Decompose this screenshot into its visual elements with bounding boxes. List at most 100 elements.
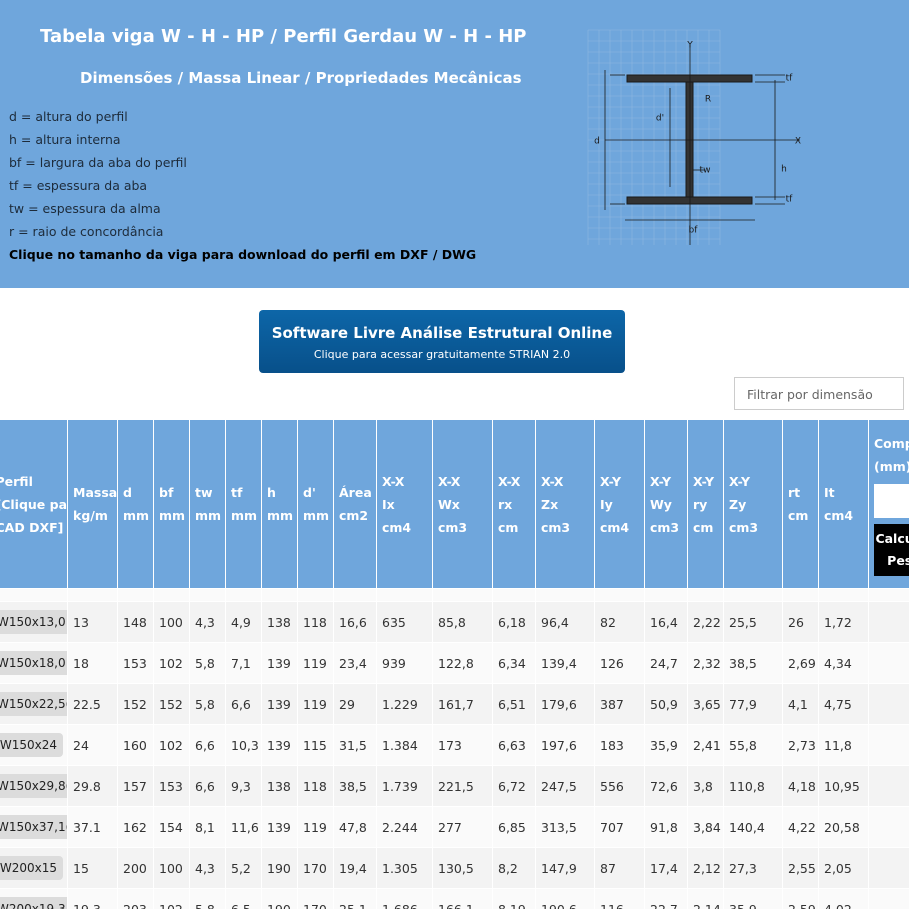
header-line: Wx (438, 496, 460, 512)
column-header: Área cm2 (333, 420, 377, 589)
strian-button[interactable]: Software Livre Análise Estrutural Online… (259, 310, 625, 373)
calc-button-line: Peso (887, 553, 909, 568)
cell (868, 765, 909, 807)
profile-link[interactable]: W200x15 (0, 856, 63, 880)
header-line: X-X (382, 473, 405, 489)
header-line: Iy (600, 496, 613, 512)
cell: 2,12 (687, 847, 724, 889)
column-header: d' mm (297, 420, 334, 589)
column-header: h mm (261, 420, 298, 589)
cell: 247,5 (535, 765, 595, 807)
cell: 4,22 (782, 806, 819, 848)
profile-link[interactable]: W150x37,1(H) (0, 815, 67, 839)
cell: 6,72 (492, 765, 536, 807)
cell: 85,8 (432, 601, 493, 643)
length-input[interactable] (874, 484, 909, 518)
header-line: Área (339, 485, 372, 500)
calc-label: (mm): (874, 459, 909, 474)
cell: 3,65 (687, 683, 724, 725)
cell: 635 (376, 601, 433, 643)
cell: 7,1 (225, 642, 262, 684)
cell: 126 (594, 642, 645, 684)
spacer (117, 588, 154, 602)
cell: 102 (153, 642, 190, 684)
cell: 6,34 (492, 642, 536, 684)
header-line: kg/m (73, 508, 108, 523)
cell: 1.229 (376, 683, 433, 725)
cell: 157 (117, 765, 154, 807)
spacer (723, 588, 783, 602)
flange (626, 74, 753, 83)
cell: 147,9 (535, 847, 595, 889)
cell: 72,6 (644, 765, 688, 807)
diagram-label: tw (700, 166, 711, 176)
cell: W150x29,8(H) (0, 765, 68, 807)
header-line: Wy (650, 496, 672, 512)
cell: 139 (261, 806, 298, 848)
cell: 162 (117, 806, 154, 848)
header-line: X-X (498, 473, 521, 489)
cell: 82 (594, 601, 645, 643)
header-line: X-X (541, 473, 564, 489)
column-header: tf mm (225, 420, 262, 589)
diagram-label: tf (786, 195, 794, 205)
cell: 47,8 (333, 806, 377, 848)
spacer (0, 588, 68, 602)
cell: 130,5 (432, 847, 493, 889)
filter-input[interactable]: Filtrar por dimensão (734, 377, 904, 410)
cell: 6,6 (189, 724, 226, 766)
cell: 179,6 (535, 683, 595, 725)
cell: 16,4 (644, 601, 688, 643)
cell: 100 (153, 601, 190, 643)
spacer (535, 588, 595, 602)
header-line: rx (498, 496, 513, 512)
subtitle: Dimensões / Massa Linear / Propriedades … (80, 69, 522, 87)
data-row: W150x13,0 13 148 100 4,3 4,9 138 118 16,6 635 85,8… (0, 601, 909, 643)
cell: 11,6 (225, 806, 262, 848)
cell: 20,58 (818, 806, 869, 848)
header-line: cm3 (650, 519, 680, 535)
definition: d = altura do perfil (9, 109, 128, 124)
cell: 5,2 (225, 847, 262, 889)
cell: W150x13,0 (0, 601, 68, 643)
cell: 102 (153, 888, 190, 909)
cell: 6,6 (189, 765, 226, 807)
cell: W150x18,0 (0, 642, 68, 684)
cell: 1.739 (376, 765, 433, 807)
column-header: tw mm (189, 420, 226, 589)
header-line: cm4 (600, 519, 630, 535)
cell: 1.305 (376, 847, 433, 889)
data-row: W150x37,1(H)37.11621548,111,613911947,82… (0, 806, 909, 848)
title: Tabela viga W - H - HP / Perfil Gerdau W… (40, 26, 527, 47)
profile-link[interactable]: W150x18,0 (0, 651, 67, 675)
profile-link[interactable]: W150x24 (0, 733, 63, 757)
column-header: d mm (117, 420, 154, 589)
header-line: cm (693, 519, 714, 535)
cell: 116 (594, 888, 645, 909)
data-row: W150x18,0 18 153 102 5,8 7,1 139 119 23,4 939 122,… (0, 642, 909, 684)
profile-link[interactable]: W200x19,3 (0, 897, 67, 909)
button-title: Software Livre Análise Estrutural Online (271, 324, 613, 342)
profile-link[interactable]: W150x22,5(H) (0, 692, 67, 716)
spacer-row (0, 588, 909, 602)
cell: 197,6 (535, 724, 595, 766)
calc-button[interactable]: Calcular Peso (874, 524, 909, 576)
profile-link[interactable]: W150x13,0 (0, 610, 67, 634)
spacer (333, 588, 377, 602)
cell: 200 (117, 847, 154, 889)
spacer (376, 588, 433, 602)
cell: 110,8 (723, 765, 783, 807)
cell: 35,9 (723, 888, 783, 909)
cell: 4,3 (189, 847, 226, 889)
cell: 707 (594, 806, 645, 848)
definition: h = altura interna (9, 132, 121, 147)
spacer (594, 588, 645, 602)
cell: 190 (261, 888, 298, 909)
cell: W200x19,3 (0, 888, 68, 909)
header-row: Perfil[Clique paraCAD DXF]Massakg/mdmmbf… (0, 420, 909, 589)
cell: 154 (153, 806, 190, 848)
header-line: CAD DXF] (0, 519, 64, 535)
profile-link[interactable]: W150x29,8(H) (0, 774, 67, 798)
diagram-label: R (705, 95, 711, 105)
cell: 277 (432, 806, 493, 848)
